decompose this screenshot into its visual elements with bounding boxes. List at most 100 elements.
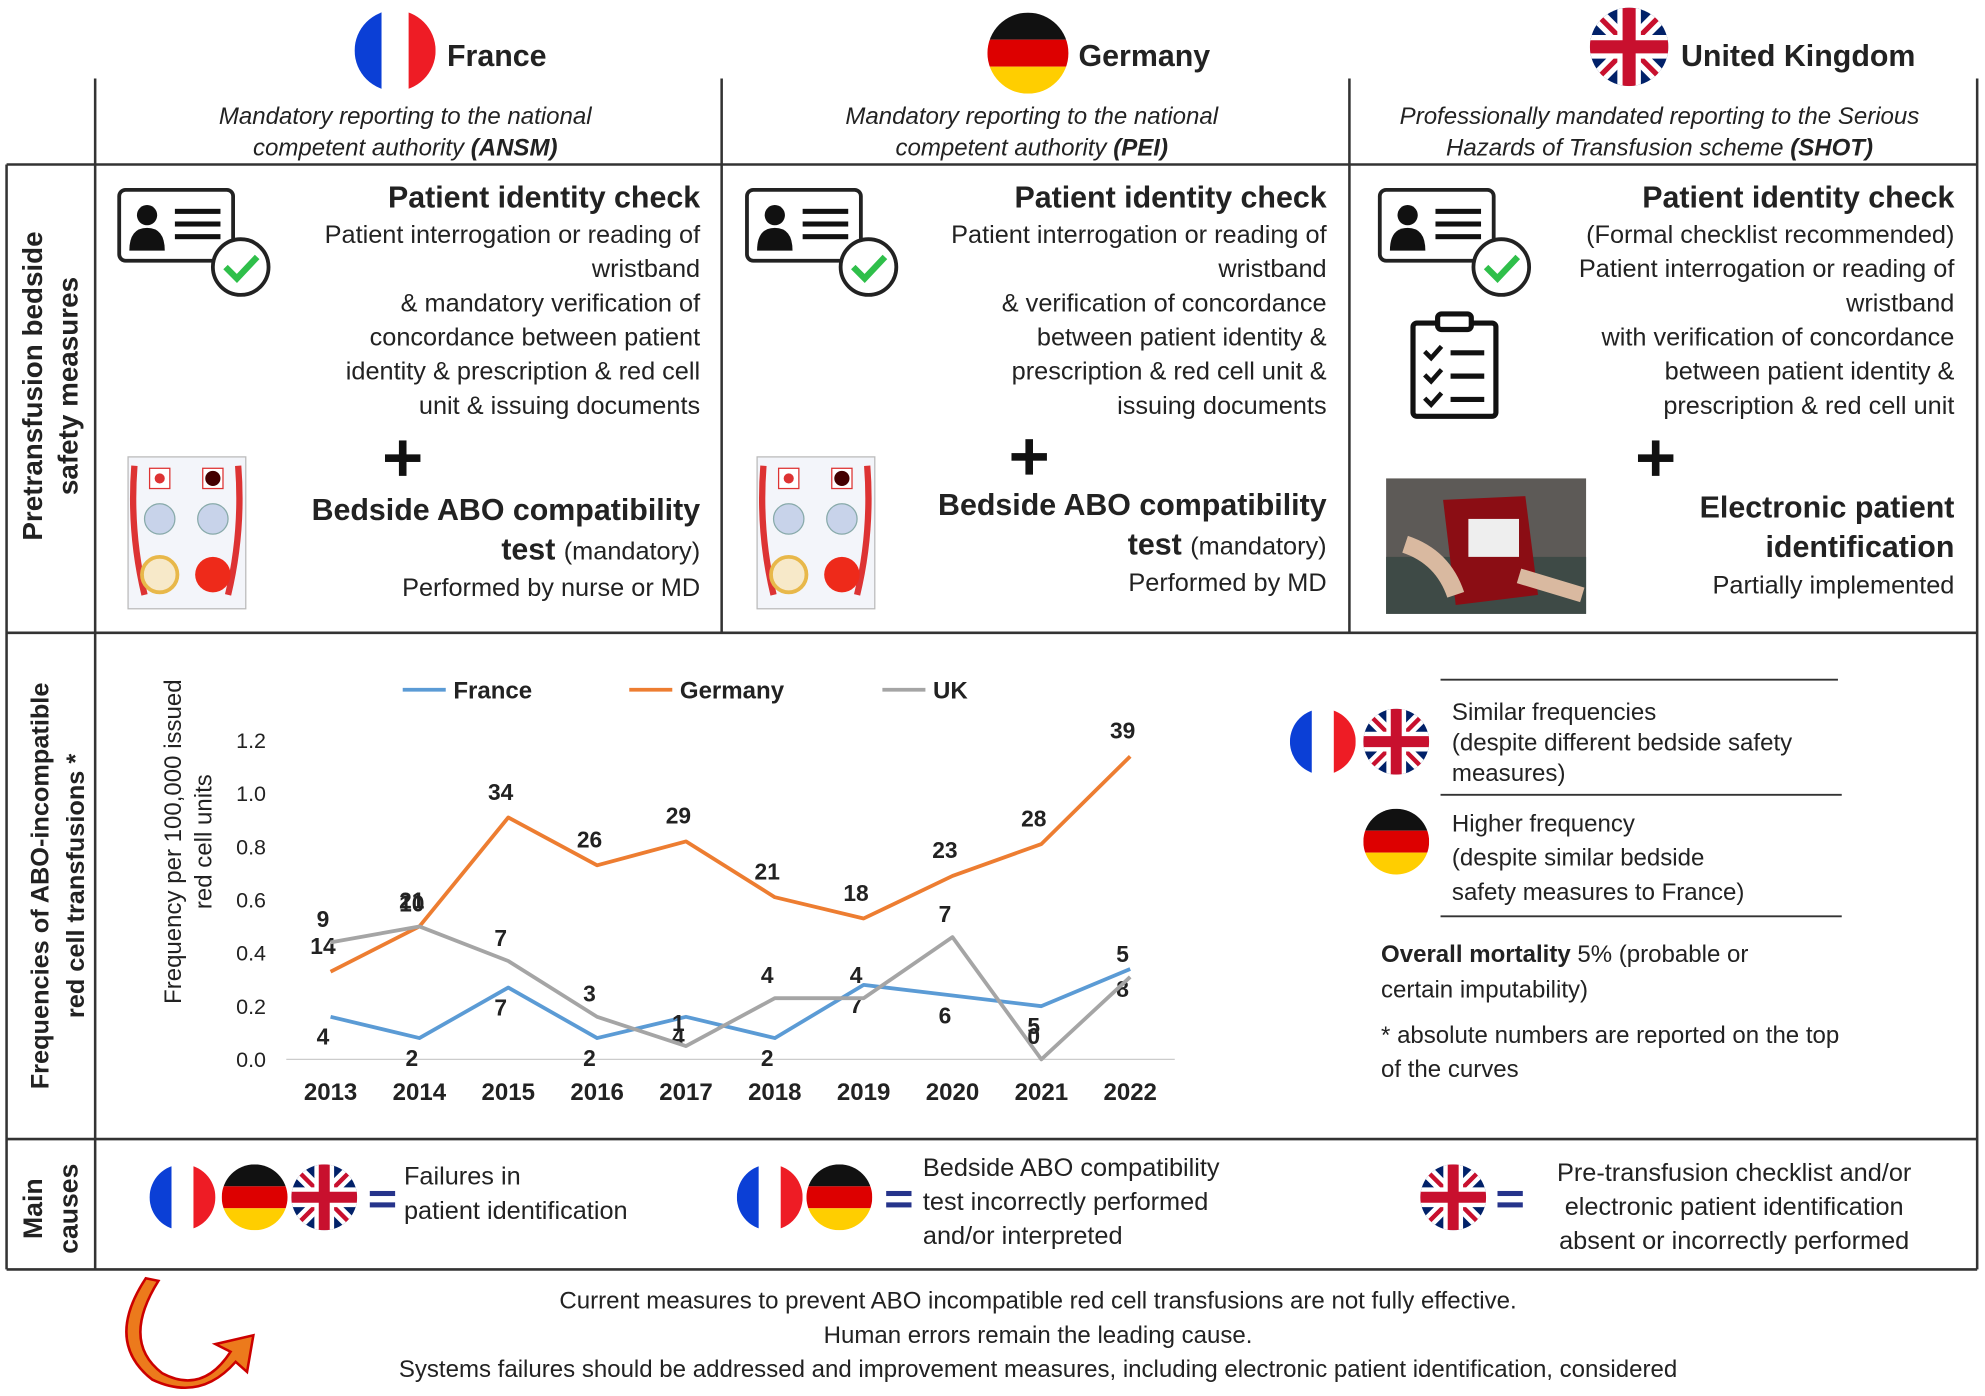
y-tick-label: 0.2 — [236, 995, 266, 1019]
cause-text: Failures in — [404, 1163, 521, 1191]
finding-text: Higher frequency — [1452, 811, 1635, 838]
finding-text: measures) — [1452, 760, 1566, 787]
measure-text: identity & prescription & red cell — [346, 358, 700, 386]
y-tick-label: 0.0 — [236, 1048, 266, 1072]
x-tick-label: 2020 — [926, 1079, 979, 1106]
y-tick-label: 0.4 — [236, 942, 266, 966]
country-name: Germany — [1079, 40, 1211, 73]
id-icon — [119, 190, 268, 295]
cause-text: Bedside ABO compatibility — [923, 1154, 1220, 1182]
count-label: 7 — [494, 925, 507, 951]
reporting-text: competent authority (ANSM) — [253, 135, 558, 162]
count-label: 26 — [577, 827, 602, 853]
measure-text: prescription & red cell unit & — [1012, 358, 1327, 386]
count-label: 0 — [1027, 1023, 1040, 1049]
plus-signs — [384, 439, 1674, 476]
flag-france — [737, 1164, 803, 1230]
measure-title-line: Electronic patient — [1700, 492, 1955, 525]
measure-title-line: Bedside ABO compatibility — [938, 489, 1327, 522]
count-label: 2 — [405, 1045, 418, 1071]
y-axis-label: Frequency per 100,000 issued — [160, 679, 187, 1004]
measure-detail: Performed by MD — [1128, 569, 1326, 597]
measure-title: Bedside ABO compatibility — [312, 494, 701, 527]
flag-france — [1290, 709, 1356, 775]
measure-title: identification — [1765, 531, 1954, 564]
cause-text: electronic patient identification — [1565, 1193, 1904, 1221]
row-label: safety measures — [52, 277, 83, 495]
reporting-line: competent authority — [895, 135, 1108, 162]
count-label: 9 — [317, 906, 330, 932]
measure-title: test (mandatory) — [501, 533, 700, 566]
conclusion-text: Human errors remain the leading cause. — [824, 1322, 1253, 1349]
measure-title: Patient identity check — [388, 182, 700, 215]
cause-text: absent or incorrectly performed — [1559, 1227, 1909, 1255]
series-line — [330, 924, 1132, 1062]
x-tick-label: 2017 — [659, 1079, 712, 1106]
measure-text: concordance between patient — [370, 324, 701, 352]
blood-bag-photo — [1386, 478, 1587, 614]
measure-text: Patient interrogation or reading of — [325, 221, 701, 249]
count-label: 34 — [488, 779, 514, 805]
legend-label: France — [453, 678, 532, 705]
measure-text: & mandatory verification of — [401, 289, 701, 317]
measure-text: & verification of concordance — [1002, 289, 1327, 317]
measure-note: (mandatory) — [564, 537, 700, 565]
flag-france — [355, 10, 436, 91]
row-label: Frequencies of ABO-incompatible — [26, 683, 54, 1090]
abo-card-image — [128, 457, 246, 609]
measure-title-line: identification — [1765, 531, 1954, 564]
flag-uk — [291, 1164, 357, 1230]
abo-card-image — [757, 457, 875, 609]
measure-text: issuing documents — [1117, 392, 1327, 420]
count-label: 7 — [494, 994, 507, 1020]
count-label: 3 — [583, 981, 596, 1007]
measure-text: between patient identity & — [1037, 324, 1327, 352]
flag-france — [150, 1164, 216, 1230]
y-tick-label: 0.8 — [236, 835, 266, 859]
id-icon — [747, 190, 896, 295]
measure-detail: Performed by nurse or MD — [402, 574, 700, 602]
count-label: 4 — [317, 1024, 330, 1050]
legend-label: UK — [933, 678, 968, 705]
measure-text: Patient interrogation or reading of — [1579, 255, 1955, 283]
count-label: 7 — [850, 992, 863, 1018]
measure-text: (Formal checklist recommended) — [1586, 221, 1954, 249]
measure-title: test (mandatory) — [1128, 528, 1327, 561]
x-tick-label: 2022 — [1103, 1079, 1156, 1106]
y-tick-label: 1.2 — [236, 729, 266, 753]
flag-germany — [987, 13, 1068, 94]
divider-lines — [1440, 678, 1842, 918]
measure-title: Bedside ABO compatibility — [938, 489, 1327, 522]
measure-text: wristband — [1845, 289, 1954, 317]
count-label: 10 — [399, 890, 424, 916]
reporting-text: competent authority (PEI) — [895, 135, 1168, 162]
country-name: United Kingdom — [1681, 40, 1915, 73]
count-label: 6 — [939, 1002, 952, 1028]
x-tick-label: 2016 — [570, 1079, 623, 1106]
count-label: 2 — [761, 1045, 774, 1071]
footnote: of the curves — [1381, 1056, 1519, 1083]
count-label: 14 — [310, 933, 336, 959]
measure-text: wristband — [591, 255, 700, 283]
row-label: Pretransfusion bedside — [17, 231, 48, 540]
authority: (PEI) — [1113, 135, 1168, 162]
x-tick-label: 2015 — [482, 1079, 535, 1106]
reporting-text: Mandatory reporting to the national — [219, 103, 592, 130]
count-label: 4 — [761, 962, 774, 988]
flag-germany — [806, 1164, 872, 1230]
measure-text: wristband — [1217, 255, 1326, 283]
measure-text: unit & issuing documents — [419, 392, 700, 420]
count-label: 29 — [666, 803, 691, 829]
mortality-text: Overall mortality 5% (probable or — [1381, 941, 1748, 968]
cause-text: test incorrectly performed — [923, 1188, 1208, 1216]
count-label: 4 — [850, 962, 863, 988]
measure-title-line: Bedside ABO compatibility — [312, 494, 701, 527]
count-label: 5 — [1116, 941, 1129, 967]
conclusion-arrow — [125, 1276, 255, 1389]
count-label: 18 — [843, 880, 868, 906]
measure-text: with verification of concordance — [1600, 324, 1954, 352]
authority: (ANSM) — [471, 135, 558, 162]
reporting-line: Hazards of Transfusion scheme — [1446, 135, 1783, 162]
count-label: 21 — [399, 888, 425, 914]
footnote: * absolute numbers are reported on the t… — [1381, 1022, 1839, 1049]
